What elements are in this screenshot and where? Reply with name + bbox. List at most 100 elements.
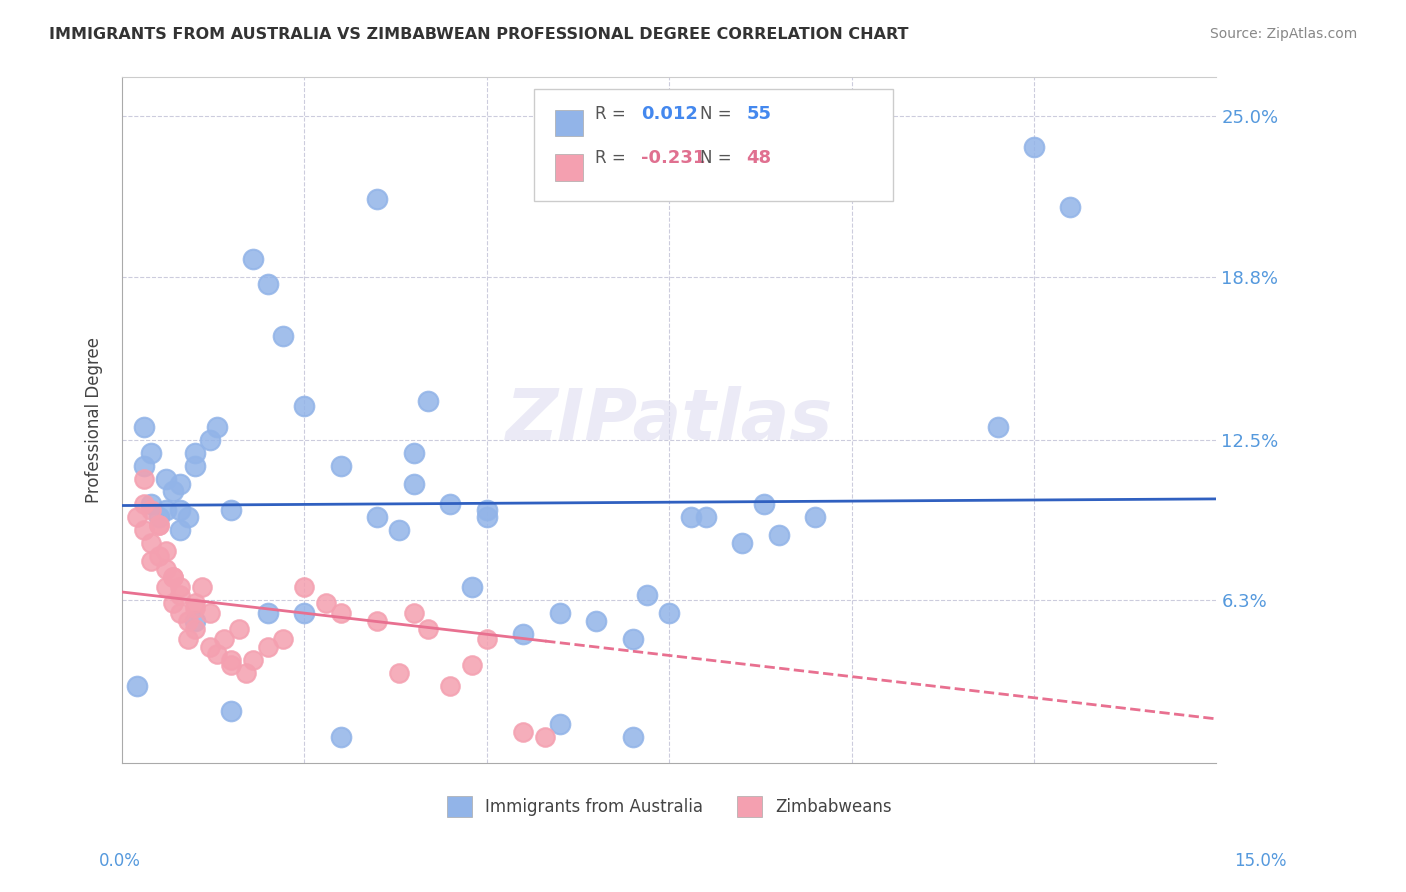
Point: [512, 725, 534, 739]
Point: [366, 614, 388, 628]
Text: Source: ZipAtlas.com: Source: ZipAtlas.com: [1209, 27, 1357, 41]
Point: [388, 665, 411, 680]
Point: [162, 596, 184, 610]
Text: -0.231: -0.231: [641, 149, 706, 167]
Point: [658, 606, 681, 620]
Point: [257, 277, 280, 292]
Point: [184, 458, 207, 473]
Point: [257, 606, 280, 620]
Point: [1022, 140, 1045, 154]
Point: [148, 510, 170, 524]
Point: [212, 632, 235, 646]
Point: [228, 622, 250, 636]
Text: 15.0%: 15.0%: [1234, 852, 1286, 870]
Point: [155, 502, 177, 516]
Point: [184, 614, 207, 628]
Point: [402, 606, 425, 620]
Point: [585, 614, 607, 628]
Point: [475, 632, 498, 646]
Point: [731, 536, 754, 550]
Point: [439, 497, 461, 511]
Point: [162, 484, 184, 499]
Point: [1059, 200, 1081, 214]
Point: [132, 419, 155, 434]
Point: [257, 640, 280, 654]
Text: 55: 55: [747, 104, 772, 122]
Point: [294, 580, 316, 594]
Point: [315, 596, 337, 610]
Point: [205, 648, 228, 662]
Point: [242, 252, 264, 266]
Point: [768, 528, 790, 542]
Point: [235, 665, 257, 680]
Text: ZIPatlas: ZIPatlas: [506, 385, 832, 455]
Point: [198, 606, 221, 620]
Point: [329, 731, 352, 745]
Point: [198, 433, 221, 447]
Point: [329, 606, 352, 620]
Point: [162, 570, 184, 584]
Point: [141, 554, 163, 568]
Text: IMMIGRANTS FROM AUSTRALIA VS ZIMBABWEAN PROFESSIONAL DEGREE CORRELATION CHART: IMMIGRANTS FROM AUSTRALIA VS ZIMBABWEAN …: [49, 27, 908, 42]
Text: R =: R =: [595, 149, 626, 167]
Point: [141, 502, 163, 516]
Point: [402, 445, 425, 459]
Point: [512, 626, 534, 640]
Point: [621, 731, 644, 745]
Point: [177, 614, 200, 628]
Point: [681, 510, 703, 524]
Point: [461, 580, 484, 594]
Point: [205, 419, 228, 434]
Text: 0.0%: 0.0%: [98, 852, 141, 870]
Point: [191, 580, 214, 594]
Point: [534, 731, 557, 745]
Point: [221, 652, 243, 666]
Point: [132, 497, 155, 511]
Point: [366, 510, 388, 524]
Point: [271, 632, 294, 646]
Point: [177, 632, 200, 646]
Point: [169, 523, 191, 537]
Point: [548, 606, 571, 620]
Point: [294, 399, 316, 413]
Point: [148, 549, 170, 563]
Point: [141, 536, 163, 550]
Point: [548, 717, 571, 731]
Point: [141, 445, 163, 459]
Text: N =: N =: [700, 104, 731, 122]
Point: [169, 606, 191, 620]
Point: [169, 588, 191, 602]
Point: [184, 445, 207, 459]
Point: [461, 657, 484, 672]
Point: [986, 419, 1008, 434]
Point: [155, 580, 177, 594]
Point: [621, 632, 644, 646]
Point: [439, 679, 461, 693]
Point: [271, 329, 294, 343]
Point: [148, 518, 170, 533]
Point: [125, 510, 148, 524]
Point: [636, 588, 658, 602]
Point: [141, 497, 163, 511]
Legend: Immigrants from Australia, Zimbabweans: Immigrants from Australia, Zimbabweans: [440, 789, 898, 823]
Point: [132, 458, 155, 473]
Point: [169, 476, 191, 491]
Point: [132, 471, 155, 485]
Point: [198, 640, 221, 654]
Point: [366, 192, 388, 206]
Point: [132, 523, 155, 537]
Point: [155, 471, 177, 485]
Point: [752, 497, 775, 511]
Point: [169, 502, 191, 516]
Point: [148, 518, 170, 533]
Point: [475, 502, 498, 516]
Point: [221, 657, 243, 672]
Point: [329, 458, 352, 473]
Point: [402, 476, 425, 491]
Point: [184, 600, 207, 615]
Point: [155, 562, 177, 576]
Point: [162, 570, 184, 584]
Point: [169, 580, 191, 594]
Point: [388, 523, 411, 537]
Point: [184, 622, 207, 636]
